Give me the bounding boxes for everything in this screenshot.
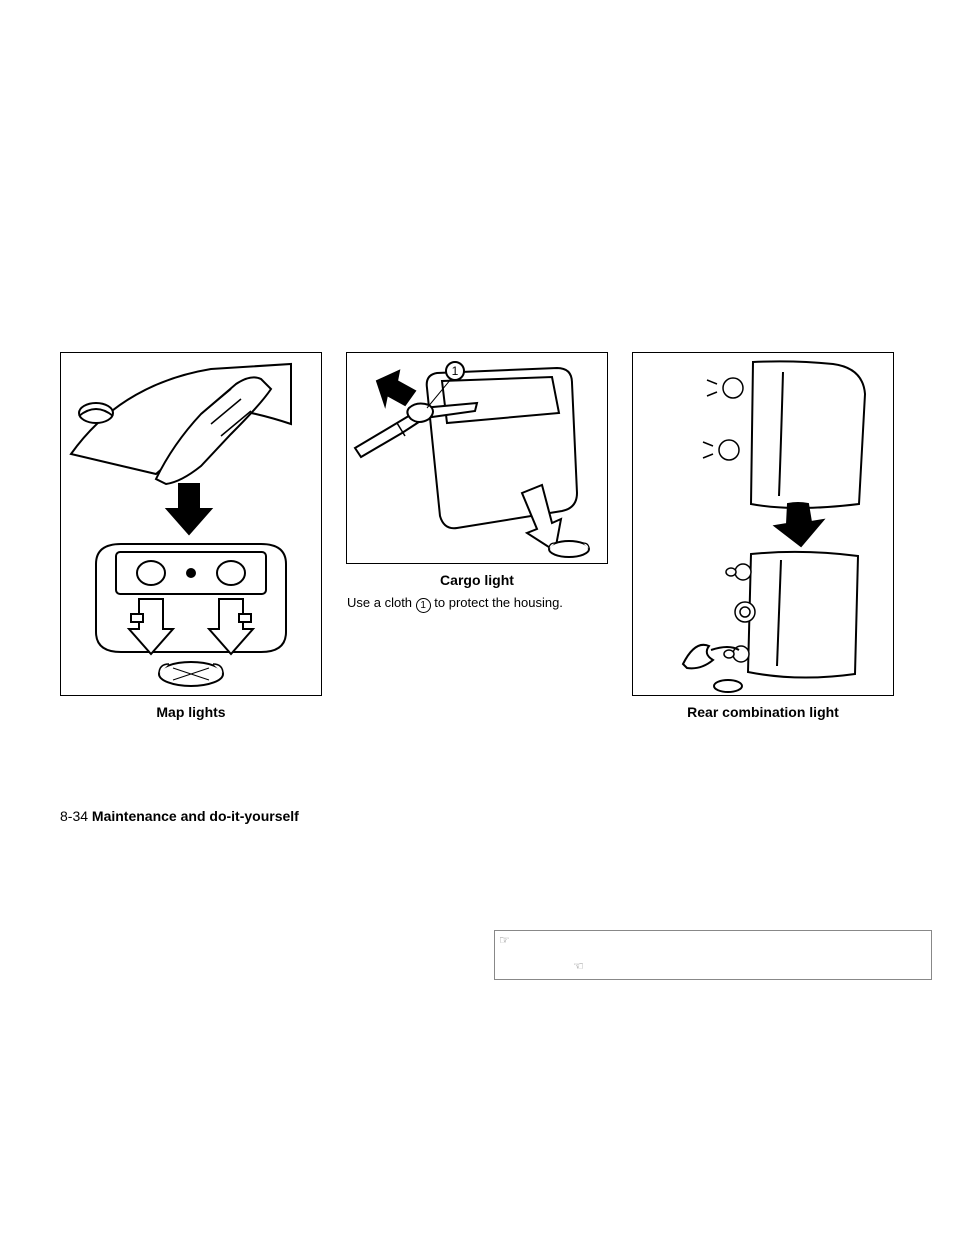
- cargo-light-illustration: 1: [347, 353, 607, 563]
- cargo-light-caption: Cargo light: [440, 572, 514, 588]
- svg-text:1: 1: [452, 364, 459, 378]
- map-lights-illustration: [61, 354, 321, 694]
- rear-combo-illustration: [633, 354, 893, 694]
- cargo-note-suffix: to protect the housing.: [431, 595, 563, 610]
- cargo-light-column: 1 Cargo light Use a cloth 1 to protect t…: [346, 352, 608, 720]
- map-lights-column: Map lights: [60, 352, 322, 720]
- rear-combo-caption: Rear combination light: [687, 704, 839, 720]
- map-lights-figure: [60, 352, 322, 696]
- overlay-hand-icon: ☞: [499, 933, 510, 947]
- manual-page: Map lights 1: [0, 0, 954, 1235]
- rear-combo-column: Rear combination light: [632, 352, 894, 720]
- map-lights-caption: Map lights: [156, 704, 225, 720]
- cargo-light-figure: 1: [346, 352, 608, 564]
- overlay-bar: ☞ ☞: [494, 930, 932, 980]
- cargo-note-prefix: Use a cloth: [347, 595, 416, 610]
- figure-row: Map lights 1: [60, 352, 894, 720]
- section-title: Maintenance and do-it-yourself: [92, 808, 299, 824]
- rear-combo-figure: [632, 352, 894, 696]
- page-number: 8-34: [60, 808, 88, 824]
- page-footer: 8-34 Maintenance and do-it-yourself: [60, 808, 299, 824]
- overlay-hand-icon-2: ☞: [573, 959, 584, 973]
- cargo-note-ref-icon: 1: [416, 598, 431, 613]
- cargo-light-note: Use a cloth 1 to protect the housing.: [347, 594, 607, 613]
